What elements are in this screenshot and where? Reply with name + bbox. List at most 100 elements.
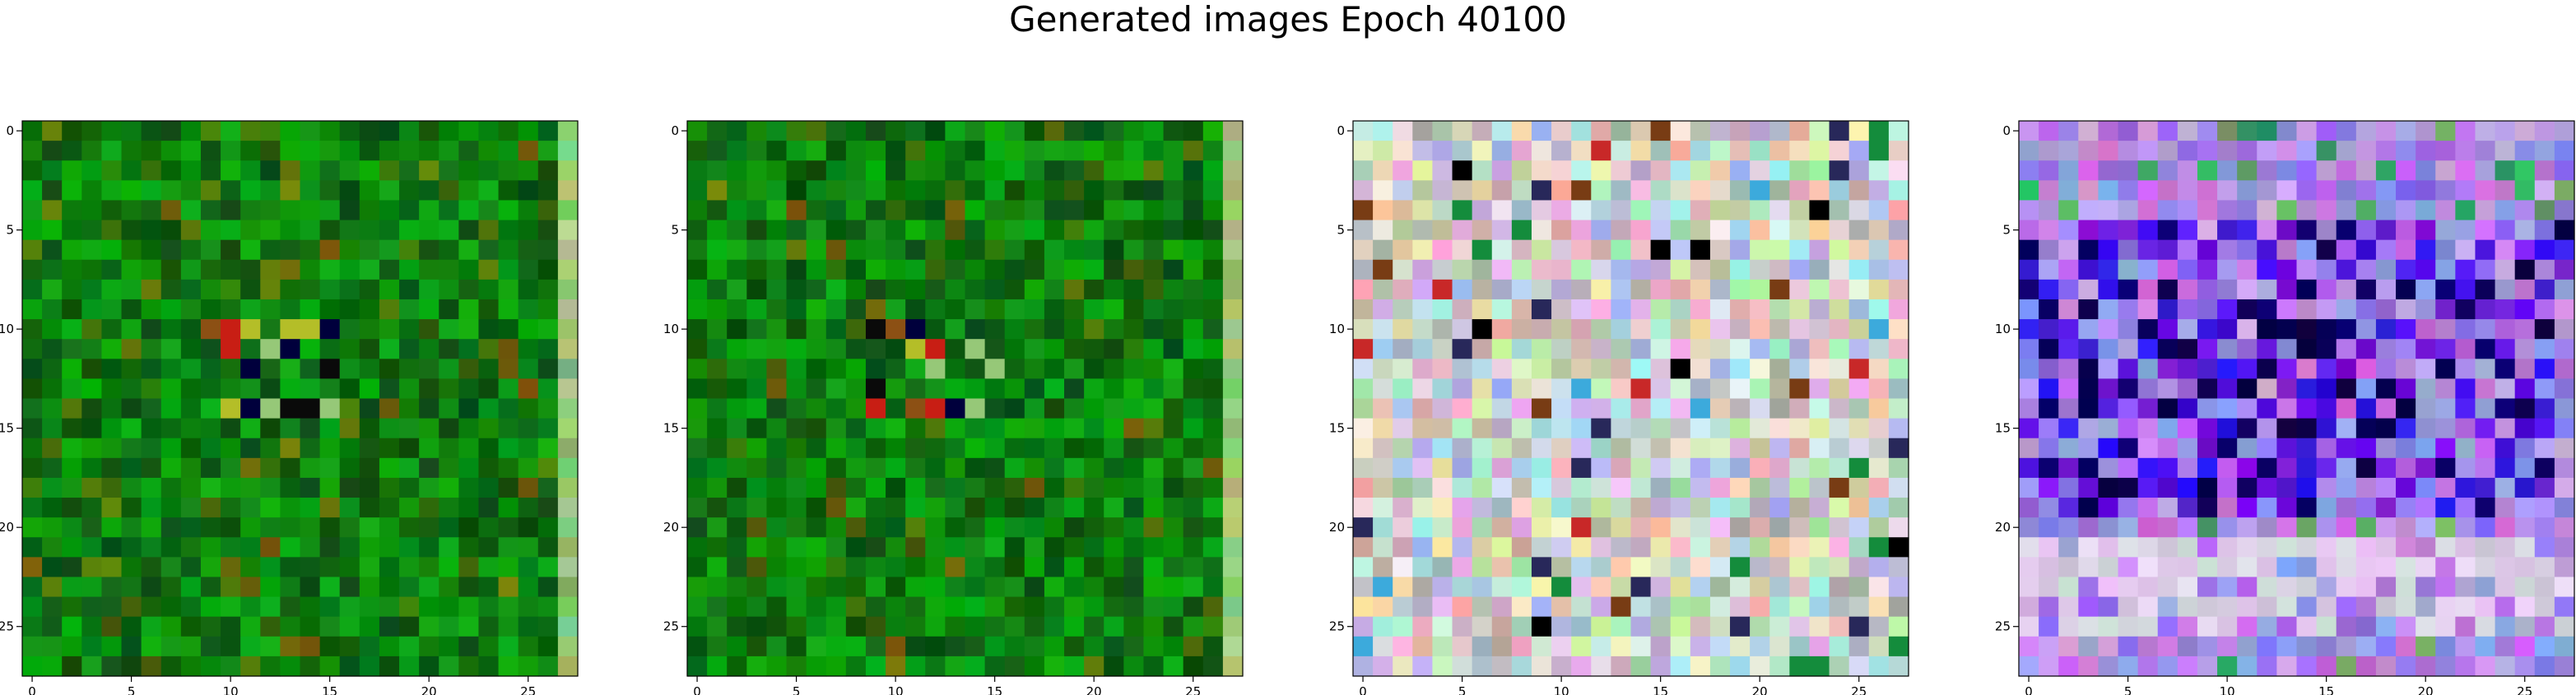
pixel-cell <box>925 596 946 618</box>
pixel-cell <box>260 577 281 598</box>
pixel-cell <box>458 378 480 400</box>
figure-title: Generated images Epoch 40100 <box>1009 0 1567 39</box>
pixel-cell <box>1888 418 1909 439</box>
pixel-cell <box>1531 121 1552 141</box>
pixel-cell <box>200 438 221 459</box>
pixel-cell <box>319 220 341 241</box>
pixel-cell <box>1024 498 1045 518</box>
pixel-cell <box>478 279 500 300</box>
pixel-cell <box>2534 160 2555 181</box>
pixel-cell <box>1551 378 1572 400</box>
pixel-cell <box>2355 656 2377 677</box>
pixel-cell <box>101 319 123 340</box>
pixel-cell <box>1511 299 1532 320</box>
pixel-cell <box>339 537 360 558</box>
pixel-cell <box>1183 279 1204 300</box>
pixel-cell <box>339 577 360 598</box>
pixel-cell <box>1591 160 1611 181</box>
pixel-cell <box>687 477 708 498</box>
pixel-cell <box>1452 359 1473 379</box>
x-tick-label: 20 <box>1752 684 1768 695</box>
pixel-cell <box>1064 636 1085 657</box>
pixel-cell <box>984 279 1006 300</box>
pixel-cell <box>687 180 708 202</box>
pixel-cell <box>1412 577 1434 598</box>
pixel-cell <box>2396 359 2416 379</box>
pixel-cell <box>707 577 728 598</box>
pixel-cell <box>1084 596 1104 618</box>
pixel-cell <box>537 259 559 280</box>
pixel-cell <box>2435 160 2456 181</box>
pixel-cell <box>1611 656 1632 677</box>
pixel-cell <box>22 517 43 538</box>
pixel-cell <box>2416 398 2436 419</box>
pixel-cell <box>1222 457 1244 479</box>
pixel-cell <box>399 378 420 400</box>
pixel-cell <box>379 220 400 241</box>
pixel-cell <box>2296 656 2318 677</box>
pixel-cell <box>280 438 301 459</box>
pixel-cell <box>2495 200 2516 221</box>
pixel-cell <box>537 180 559 202</box>
pixel-cell <box>965 477 986 498</box>
pixel-cell <box>687 339 708 359</box>
pixel-cell <box>1848 398 1870 419</box>
pixel-cell <box>1709 359 1731 379</box>
pixel-cell <box>1591 121 1611 141</box>
pixel-cell <box>537 299 559 320</box>
y-tick-label: 10 <box>663 322 679 336</box>
pixel-cell <box>1670 616 1691 637</box>
axes-frame <box>686 120 1244 677</box>
pixel-cell <box>727 359 747 379</box>
pixel-cell <box>260 359 281 379</box>
pixel-cell <box>1163 220 1184 241</box>
pixel-cell <box>1143 577 1165 598</box>
pixel-cell <box>786 141 807 161</box>
pixel-cell <box>945 498 966 518</box>
pixel-cell <box>2058 656 2079 677</box>
pixel-cell <box>2375 557 2397 578</box>
pixel-cell <box>2237 438 2257 459</box>
pixel-cell <box>1183 517 1204 538</box>
pixel-cell <box>766 457 788 479</box>
pixel-cell <box>865 438 886 459</box>
pixel-cell <box>2296 279 2318 300</box>
pixel-cell <box>339 438 360 459</box>
pixel-cell <box>2058 319 2079 340</box>
pixel-cell <box>498 398 519 419</box>
pixel-cell <box>2455 656 2476 677</box>
pixel-cell <box>2495 636 2516 657</box>
pixel-cell <box>965 220 986 241</box>
pixel-cell <box>687 517 708 538</box>
pixel-cell <box>2019 517 2039 538</box>
pixel-cell <box>1222 656 1244 677</box>
pixel-cell <box>1769 418 1790 439</box>
pixel-cell <box>300 339 321 359</box>
pixel-cell <box>1353 160 1374 181</box>
pixel-cell <box>200 200 221 221</box>
pixel-cell <box>300 180 321 202</box>
pixel-cell <box>886 438 906 459</box>
pixel-cell <box>886 378 906 400</box>
pixel-cell <box>359 319 380 340</box>
pixel-cell <box>2554 438 2575 459</box>
pixel-cell <box>1084 279 1104 300</box>
pixel-cell <box>2039 180 2059 202</box>
pixel-cell <box>478 438 500 459</box>
pixel-cell <box>1432 457 1453 479</box>
pixel-cell <box>101 339 123 359</box>
pixel-cell <box>221 239 241 261</box>
pixel-cell <box>101 220 123 241</box>
pixel-cell <box>1591 616 1611 637</box>
pixel-cell <box>1809 319 1830 340</box>
pixel-cell <box>1829 477 1850 498</box>
pixel-cell <box>1084 418 1104 439</box>
pixel-cell <box>984 220 1006 241</box>
pixel-cell <box>1143 180 1165 202</box>
pixel-cell <box>319 121 341 141</box>
pixel-cell <box>1848 636 1870 657</box>
pixel-cell <box>1004 498 1025 518</box>
pixel-cell <box>825 121 847 141</box>
pixel-cell <box>1611 359 1632 379</box>
pixel-cell <box>121 378 142 400</box>
